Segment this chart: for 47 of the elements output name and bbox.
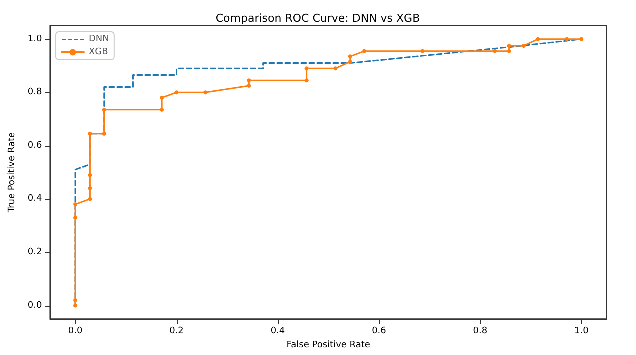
point bbox=[74, 216, 78, 220]
point bbox=[74, 298, 78, 302]
point bbox=[420, 49, 425, 54]
point bbox=[174, 90, 179, 95]
point bbox=[88, 197, 92, 202]
point bbox=[102, 108, 106, 112]
chart-title: Comparison ROC Curve: DNN vs XGB bbox=[216, 12, 420, 25]
point bbox=[102, 132, 106, 136]
x-tick-label: 1.0 bbox=[574, 326, 590, 337]
point bbox=[88, 132, 92, 136]
point bbox=[362, 49, 367, 54]
point bbox=[88, 186, 92, 191]
point bbox=[493, 49, 498, 54]
point bbox=[565, 37, 570, 42]
y-axis-title: True Positive Rate bbox=[8, 132, 18, 214]
y-tick-label: 1.0 bbox=[28, 34, 42, 44]
point bbox=[247, 84, 252, 88]
point bbox=[304, 78, 309, 83]
legend-label: DNN bbox=[89, 34, 110, 44]
point bbox=[507, 49, 512, 54]
point bbox=[348, 60, 352, 64]
point bbox=[304, 66, 309, 71]
legend-label: XGB bbox=[89, 48, 108, 58]
y-tick-label: 0.4 bbox=[28, 194, 42, 204]
point bbox=[74, 202, 78, 207]
point bbox=[334, 66, 338, 71]
x-tick-label: 0.6 bbox=[372, 326, 387, 337]
point bbox=[580, 37, 584, 42]
y-tick-label: 0.2 bbox=[28, 247, 42, 258]
point bbox=[88, 173, 92, 178]
y-tick-label: 0.8 bbox=[28, 88, 42, 98]
point bbox=[204, 90, 208, 95]
point bbox=[160, 96, 164, 100]
point bbox=[247, 78, 252, 83]
point bbox=[536, 37, 540, 42]
x-tick-label: 0.0 bbox=[68, 326, 83, 337]
x-tick-label: 0.2 bbox=[170, 326, 184, 337]
point bbox=[522, 44, 526, 48]
x-tick-label: 0.8 bbox=[473, 326, 488, 337]
x-tick-label: 0.4 bbox=[270, 326, 286, 337]
point bbox=[348, 54, 352, 59]
y-tick-label: 0.6 bbox=[28, 140, 42, 151]
point bbox=[74, 304, 78, 308]
x-axis-title: False Positive Rate bbox=[286, 340, 371, 350]
point bbox=[507, 44, 512, 48]
y-tick-label: 0.0 bbox=[28, 300, 42, 311]
point bbox=[160, 108, 164, 112]
